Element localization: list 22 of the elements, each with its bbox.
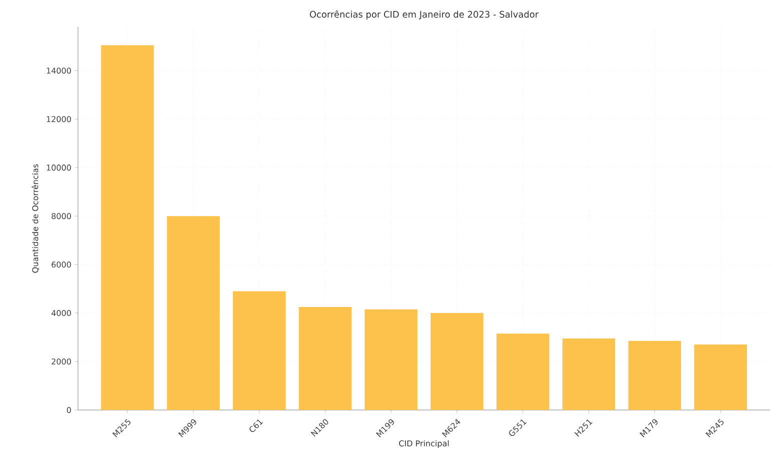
bar	[166, 216, 220, 410]
y-tick-label: 14000	[46, 68, 71, 74]
bar	[232, 291, 286, 410]
y-axis-title: Quantidade de Ocorrências	[32, 164, 40, 273]
bar	[694, 344, 747, 410]
y-tick-label: 8000	[52, 213, 71, 220]
y-tick-label: 2000	[52, 358, 71, 365]
y-tick-label: 6000	[52, 262, 71, 268]
y-tick-label: 12000	[46, 116, 71, 122]
bar	[101, 45, 154, 410]
chart-title: Ocorrências por CID em Janeiro de 2023 - Salvador	[310, 10, 539, 20]
y-tick-label: 10000	[46, 164, 71, 171]
x-axis-title: CID Principal	[399, 440, 449, 448]
bar	[628, 340, 682, 410]
bar	[496, 334, 550, 410]
bar	[364, 309, 418, 410]
bar	[430, 313, 484, 410]
x-tick-label: C61	[250, 420, 263, 432]
y-tick-label: 0	[66, 406, 71, 414]
bar	[298, 306, 352, 410]
y-tick-label: 4000	[52, 310, 71, 316]
bar	[562, 338, 616, 410]
